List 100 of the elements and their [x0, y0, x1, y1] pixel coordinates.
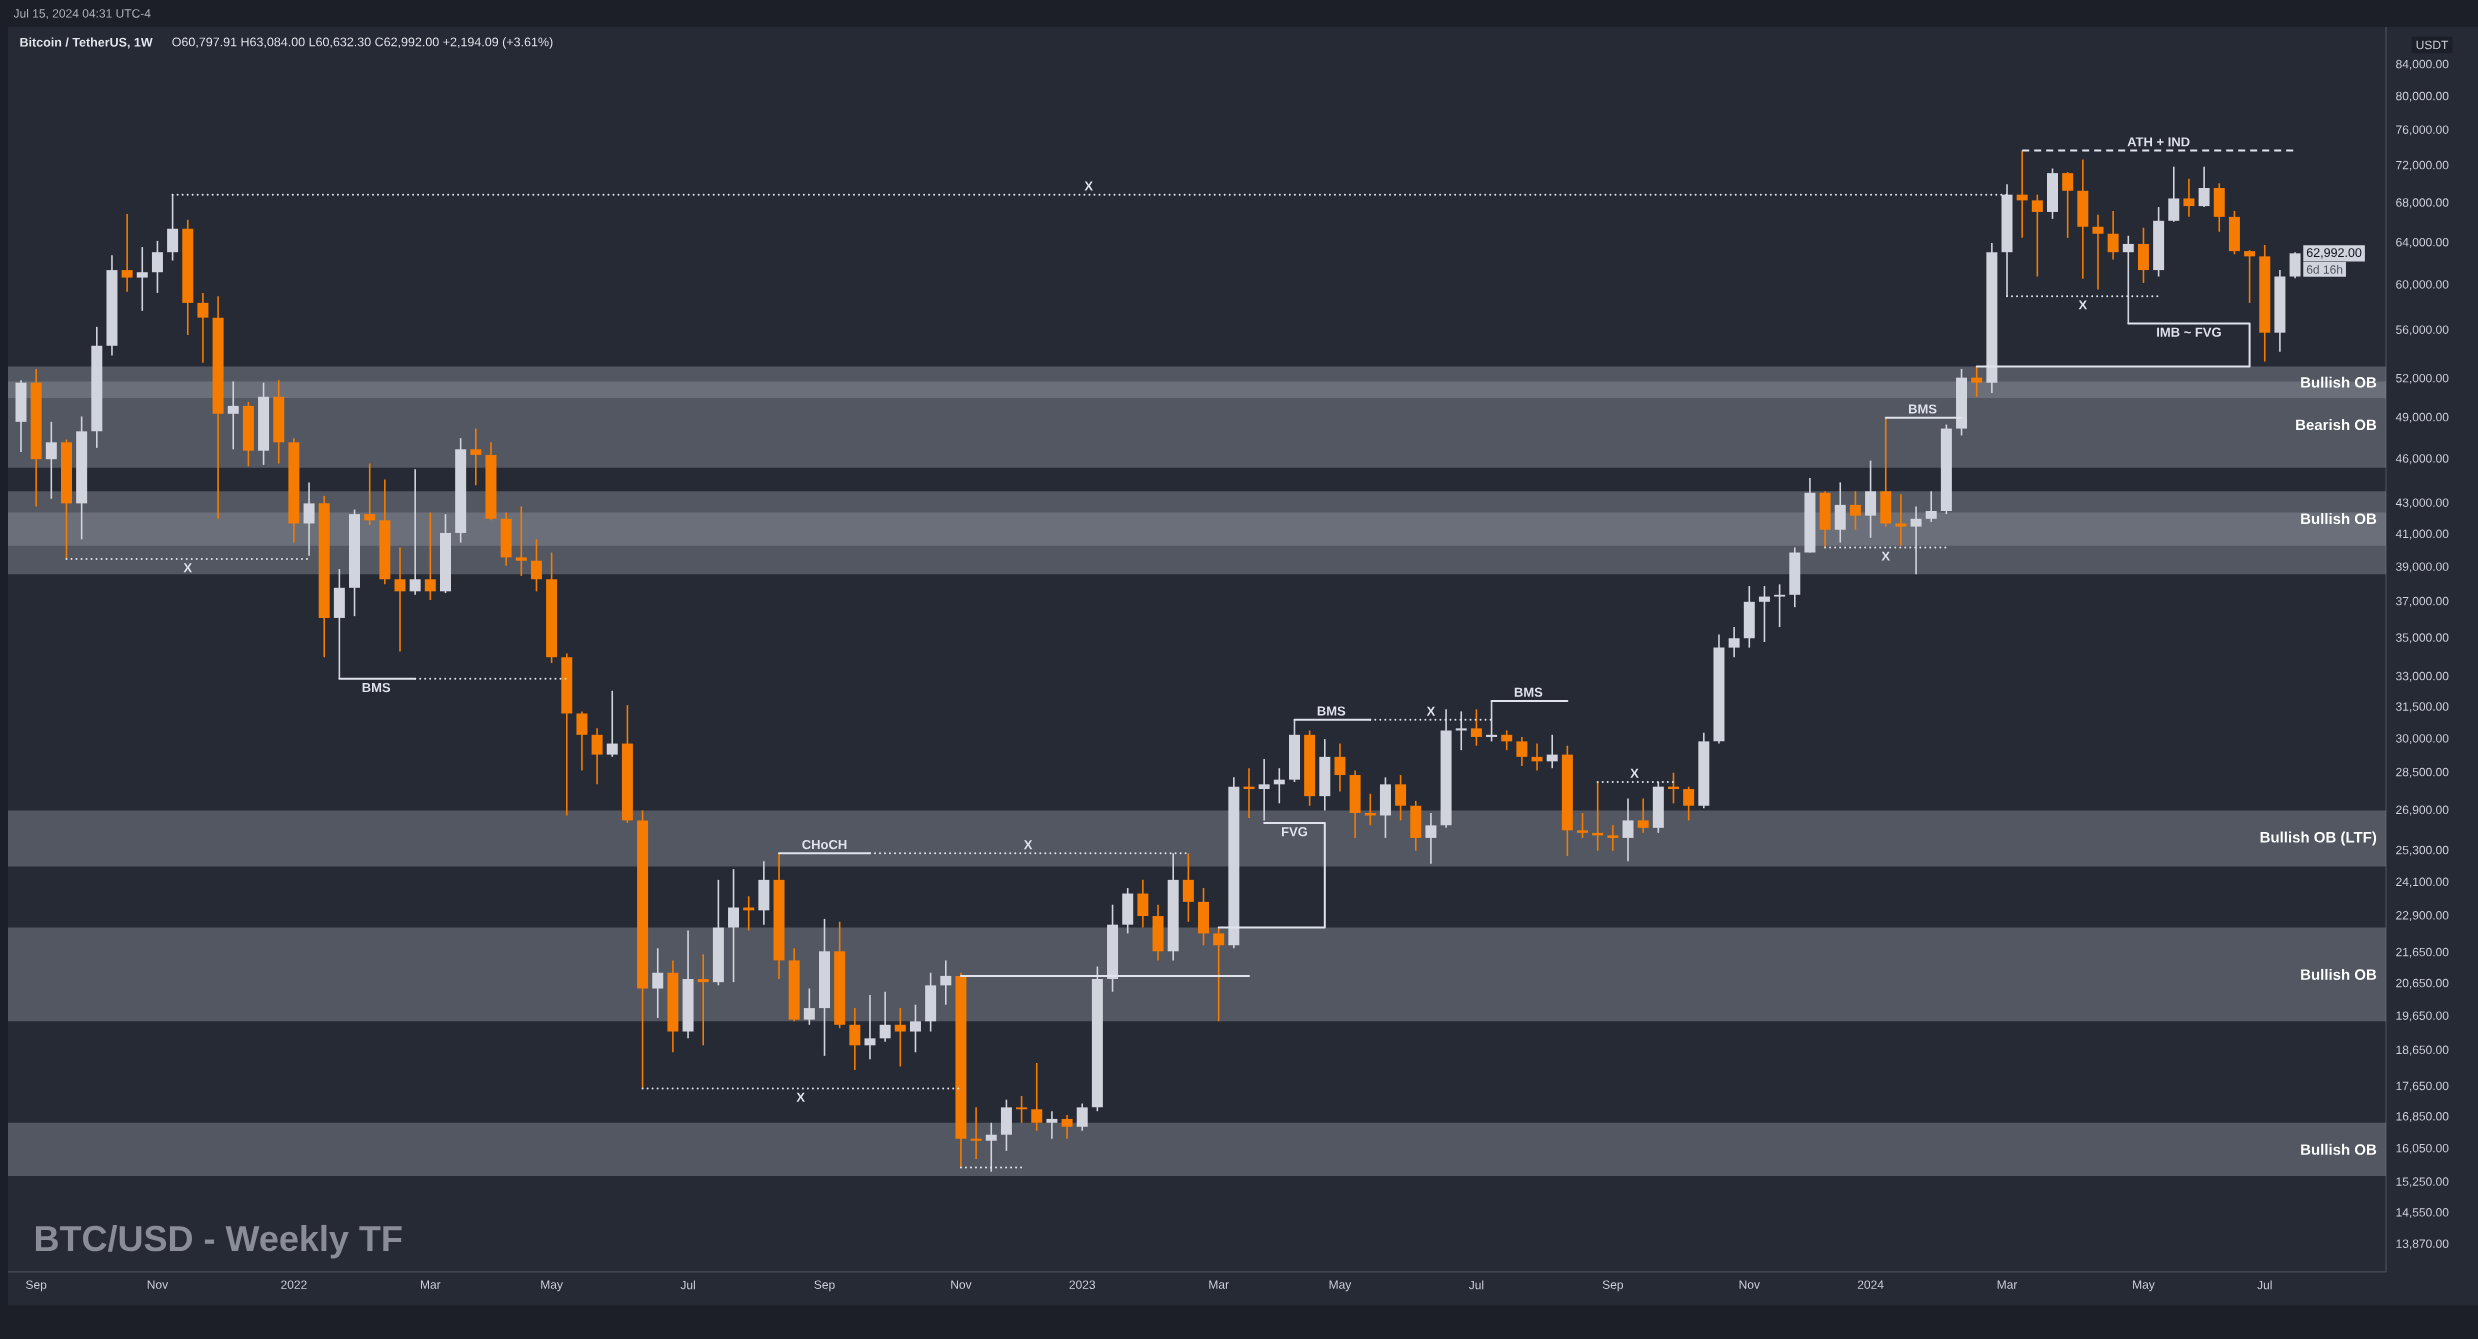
y-axis-title: USDT [2416, 40, 2449, 50]
candlestick [2274, 269, 2286, 353]
candlestick [151, 240, 163, 294]
y-tick-label: 68,000.00 [2396, 198, 2449, 209]
candlestick [258, 381, 270, 466]
x-tick-label: Jul [2257, 1280, 2272, 1290]
candlestick [1167, 852, 1179, 962]
candlestick [197, 292, 209, 364]
y-tick-label: 39,000.00 [2396, 562, 2449, 573]
text: Bitcoin / TetherUS, 1W [20, 37, 153, 49]
x-tick-label: Mar [1209, 1280, 1229, 1289]
series-label: X [1426, 706, 1436, 716]
series-label: X [796, 1092, 805, 1102]
x-tick-label: Jul [1468, 1280, 1484, 1290]
candlestick [1789, 546, 1801, 608]
candlestick [1743, 585, 1755, 649]
candlestick [788, 947, 800, 1023]
candlestick [849, 1007, 861, 1071]
x-tick-label: 2022 [281, 1280, 307, 1289]
x-tick-label: Mar [420, 1280, 441, 1289]
candlestick [1940, 423, 1952, 515]
candlestick [1107, 903, 1119, 993]
candlestick [834, 920, 846, 1029]
candlestick [1031, 1062, 1043, 1132]
series-label: CHoCH [802, 839, 847, 850]
candlestick [1774, 583, 1786, 628]
candlestick [1000, 1098, 1012, 1152]
series-label: X [1023, 840, 1033, 850]
candlestick [1622, 797, 1634, 862]
candlestick [606, 690, 618, 758]
candlestick [2031, 193, 2043, 278]
candlestick [1470, 708, 1482, 747]
y-tick-label: 72,000.00 [2396, 160, 2449, 171]
y-tick-label: 60,000.00 [2396, 280, 2449, 291]
candlestick [2047, 167, 2058, 220]
candlestick [1046, 1110, 1058, 1140]
y-tick-label: 43,000.00 [2395, 498, 2449, 509]
candlestick [349, 508, 361, 617]
candlestick [15, 379, 27, 453]
candlestick [106, 254, 118, 357]
candlestick [1152, 903, 1164, 962]
candlestick [1895, 493, 1907, 547]
candlestick [955, 971, 967, 1169]
series-label: BMS [1908, 404, 1937, 414]
y-tick-label: 15,250.00 [2396, 1177, 2449, 1188]
band-label: Bullish OB [2301, 513, 2377, 525]
candlestick [2259, 244, 2271, 363]
candlestick [2228, 210, 2240, 256]
candlestick [1455, 710, 1467, 751]
series-label: ATH + IND [2127, 137, 2190, 147]
y-tick-label: 28,500.00 [2396, 767, 2449, 778]
candlestick [1379, 776, 1391, 839]
y-tick-label: 64,000.00 [2396, 237, 2449, 248]
candlestick [136, 246, 148, 312]
candlestick [227, 380, 239, 451]
candlestick [758, 860, 770, 926]
candlestick [1228, 776, 1240, 950]
candlestick [1531, 742, 1543, 772]
candlestick [1713, 633, 1725, 745]
y-tick-label: 21,650.00 [2396, 947, 2449, 958]
candlestick [212, 295, 224, 520]
candlestick [1258, 758, 1270, 822]
candlestick [1319, 738, 1331, 812]
candlestick [1425, 812, 1437, 865]
x-tick-label: 2023 [1069, 1280, 1096, 1289]
band-label: Bullish OB [2301, 968, 2377, 980]
y-tick-label: 16,850.00 [2396, 1112, 2449, 1122]
candlestick [1804, 477, 1816, 554]
text: O60,797.91 H63,084.00 L60,632.30 C62,992.00 +2,194.09 (+3.61%) [172, 37, 553, 49]
y-tick-label: 24,100.00 [2396, 877, 2449, 888]
x-tick-label: 2024 [1857, 1280, 1884, 1289]
candlestick [2213, 182, 2225, 233]
candlestick [1986, 242, 1998, 394]
candlestick [621, 704, 633, 824]
candlestick [2168, 165, 2180, 223]
candlestick [1122, 887, 1134, 935]
candlestick [773, 852, 785, 980]
candlestick [591, 727, 603, 786]
candlestick [940, 959, 952, 1006]
series-label: FVG [1281, 827, 1308, 837]
x-tick-label: Sep [814, 1280, 835, 1292]
candlestick [697, 953, 709, 1047]
candlestick [2198, 165, 2210, 208]
x-tick-label: Nov [1739, 1280, 1760, 1289]
candlestick [1304, 729, 1316, 807]
candlestick [894, 1007, 906, 1068]
candlestick [167, 193, 179, 262]
candlestick [1577, 812, 1589, 839]
candlestick [2107, 210, 2119, 261]
candlestick [1076, 1102, 1088, 1132]
candlestick [803, 987, 815, 1026]
y-tick-label: 49,000.00 [2395, 412, 2449, 423]
candlestick [470, 427, 482, 487]
y-tick-label: 84,000.00 [2396, 59, 2449, 70]
candlestick [652, 947, 664, 1019]
y-tick-label: 22,900.00 [2396, 911, 2449, 921]
candlestick [1956, 368, 1968, 437]
series-label: IMB ~ FVG [2157, 327, 2221, 337]
candlestick [76, 415, 88, 541]
x-tick-label: Sep [1602, 1280, 1624, 1292]
